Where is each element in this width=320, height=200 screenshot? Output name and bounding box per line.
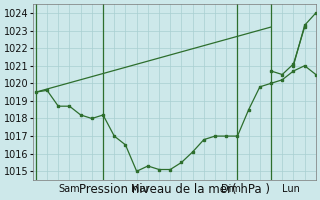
- Text: Sam: Sam: [58, 184, 80, 194]
- X-axis label: Pression niveau de la mer( hPa ): Pression niveau de la mer( hPa ): [79, 183, 270, 196]
- Text: Lun: Lun: [282, 184, 300, 194]
- Text: Dim: Dim: [221, 184, 241, 194]
- Text: Mar: Mar: [131, 184, 149, 194]
